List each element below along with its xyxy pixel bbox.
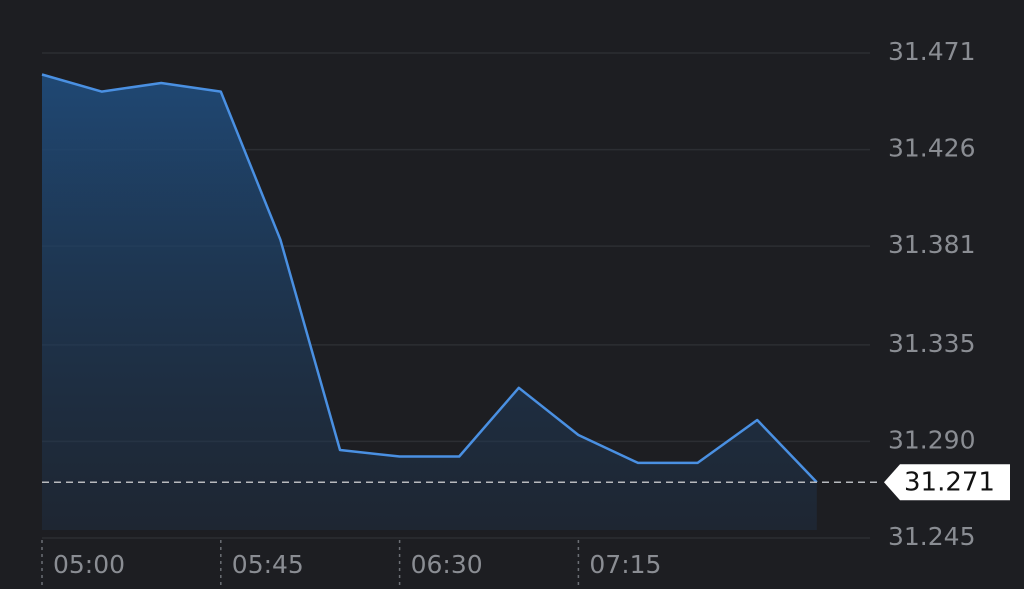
x-tick-label: 06:30 <box>411 550 483 579</box>
y-tick-label: 31.290 <box>888 425 975 454</box>
y-tick-label: 31.245 <box>888 522 975 551</box>
y-tick-label: 31.381 <box>888 230 975 259</box>
x-tick-label: 05:00 <box>53 550 125 579</box>
current-value-badge <box>884 464 1010 501</box>
x-tick-label: 05:45 <box>232 550 304 579</box>
y-tick-label: 31.335 <box>888 329 975 358</box>
current-value-label: 31.271 <box>904 468 995 498</box>
x-tick-label: 07:15 <box>589 550 661 579</box>
y-tick-label: 31.426 <box>888 134 975 163</box>
area-fill <box>42 74 817 530</box>
price-line <box>41 73 818 484</box>
y-tick-label: 31.471 <box>888 37 975 66</box>
